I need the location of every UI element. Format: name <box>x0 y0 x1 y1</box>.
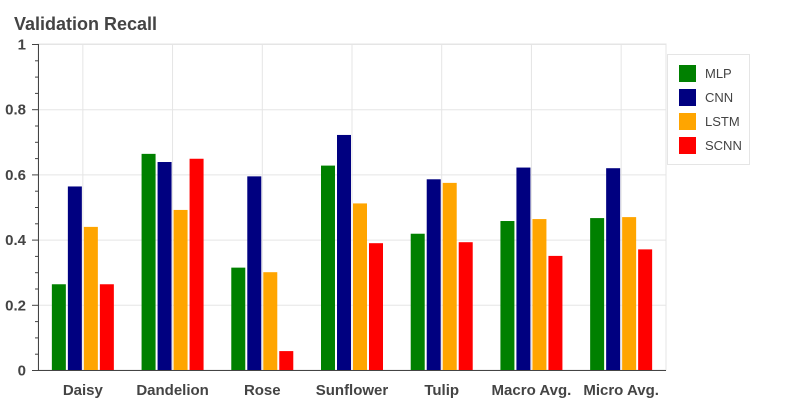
bar-mlp-micro-avg <box>590 218 605 370</box>
bar-cnn-sunflower <box>337 134 351 370</box>
bar-scnn-daisy <box>99 284 114 370</box>
y-tick-label: 0 <box>18 363 26 380</box>
y-tick-label: 0.2 <box>5 297 26 314</box>
legend-label-cnn[interactable]: CNN <box>705 90 733 105</box>
chart-title: Validation Recall <box>14 14 157 34</box>
x-tick-label: Sunflower <box>316 382 389 399</box>
x-tick-label: Macro Avg. <box>492 382 572 399</box>
bar-lstm-macro-avg <box>532 219 547 370</box>
bar-mlp-dandelion <box>141 153 156 370</box>
bar-lstm-daisy <box>83 226 98 370</box>
bar-lstm-tulip <box>442 182 457 370</box>
bar-scnn-micro-avg <box>638 249 653 370</box>
y-tick-label: 0.6 <box>5 167 26 184</box>
bar-lstm-micro-avg <box>622 217 637 370</box>
bar-mlp-daisy <box>51 284 66 370</box>
grid-lines <box>37 43 667 371</box>
bar-scnn-rose <box>279 351 294 370</box>
bar-scnn-macro-avg <box>548 255 563 370</box>
bar-cnn-tulip <box>426 179 441 370</box>
bar-cnn-micro-avg <box>606 168 621 370</box>
bar-scnn-sunflower <box>369 243 383 370</box>
legend-swatch-mlp <box>679 65 696 82</box>
x-tick-label: Tulip <box>424 382 459 399</box>
x-tick-label: Dandelion <box>136 382 209 399</box>
bar-scnn-dandelion <box>189 158 204 370</box>
legend-label-scnn[interactable]: SCNN <box>705 138 742 153</box>
x-tick-label: Daisy <box>63 382 104 399</box>
legend[interactable]: MLP CNN LSTM SCNN <box>667 54 750 165</box>
y-tick-label: 1 <box>18 37 26 54</box>
bar-mlp-tulip <box>410 233 425 370</box>
x-tick-label: Micro Avg. <box>583 382 659 399</box>
bar-mlp-rose <box>231 267 246 370</box>
bar-mlp-macro-avg <box>500 221 515 370</box>
bar-cnn-rose <box>247 176 262 370</box>
y-tick-label: 0.4 <box>5 232 27 249</box>
legend-label-lstm[interactable]: LSTM <box>705 114 740 129</box>
legend-swatch-scnn <box>679 137 696 154</box>
y-tick-label: 0.8 <box>5 102 26 119</box>
bar-cnn-dandelion <box>157 162 172 370</box>
axes: 0 0.2 0.4 0.6 0.8 1 Daisy Dandelion Rose Sunflowe… <box>5 37 666 399</box>
bar-lstm-sunflower <box>353 203 367 370</box>
bar-lstm-dandelion <box>173 209 188 370</box>
bar-scnn-tulip <box>458 242 473 370</box>
legend-label-mlp[interactable]: MLP <box>705 66 732 81</box>
bars <box>51 134 653 370</box>
bar-mlp-sunflower <box>321 165 335 370</box>
bar-cnn-daisy <box>67 186 82 370</box>
bar-lstm-rose <box>263 272 278 370</box>
legend-swatch-lstm <box>679 113 696 130</box>
legend-swatch-cnn <box>679 89 696 106</box>
bar-cnn-macro-avg <box>516 167 531 370</box>
x-tick-label: Rose <box>244 382 281 399</box>
